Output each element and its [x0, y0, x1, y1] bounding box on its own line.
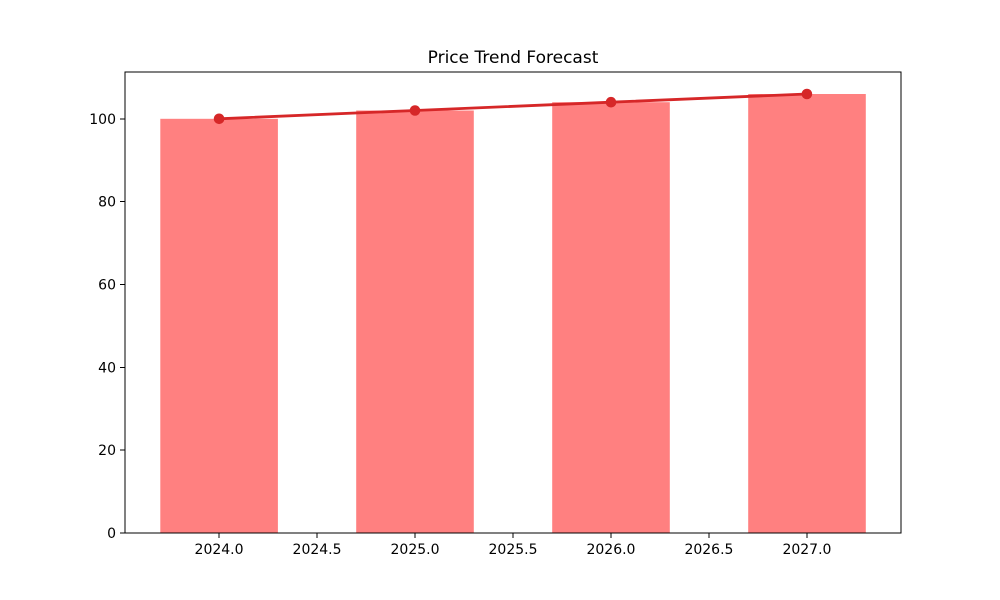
- y-tick-label: 40: [98, 360, 116, 376]
- bars-layer: [160, 94, 866, 534]
- trend-point-2026: [605, 96, 617, 108]
- trend-point-2027: [801, 88, 813, 100]
- bar-2025: [356, 110, 474, 533]
- x-tick-label: 2025.5: [489, 542, 538, 558]
- y-tick-label: 0: [107, 526, 116, 542]
- trend-line: [217, 92, 809, 121]
- y-tick-label: 20: [98, 443, 116, 459]
- axes-layer: 2024.0 2024.5 2025.0 2025.5 2026.0 2026.5 2027…: [89, 71, 902, 558]
- y-tick-label: 60: [98, 277, 116, 293]
- chart-title: Price Trend Forecast: [428, 48, 599, 68]
- bar-2026: [552, 102, 670, 533]
- x-tick-label: 2024.0: [195, 542, 244, 558]
- x-tick-label: 2026.0: [586, 542, 635, 558]
- y-tick-label: 100: [89, 112, 116, 128]
- trend-point-2025: [409, 105, 421, 116]
- x-tick-label: 2026.5: [684, 542, 733, 558]
- bar-2027: [748, 94, 866, 533]
- trend-point-2024: [213, 113, 225, 125]
- x-tick-label: 2027.0: [782, 542, 831, 558]
- x-tick-label: 2025.0: [391, 542, 440, 558]
- x-tick-label: 2024.5: [293, 542, 342, 558]
- bar-2024: [160, 118, 278, 534]
- y-tick-label: 80: [98, 195, 116, 211]
- trend-line-layer: [213, 88, 813, 125]
